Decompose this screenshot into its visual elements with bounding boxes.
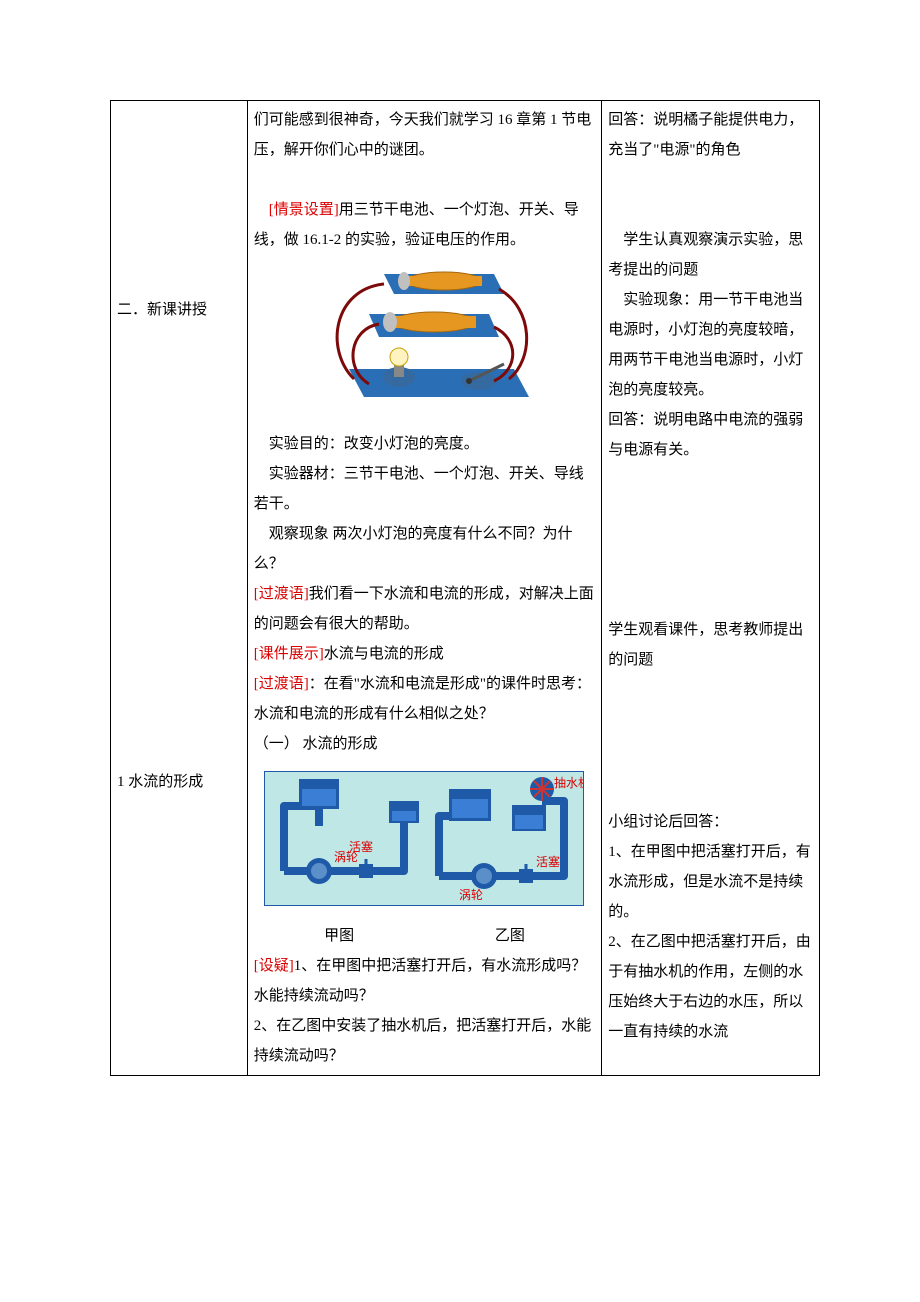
section-2-heading: 二．新课讲授 — [117, 295, 241, 325]
figure-captions: 甲图 乙图 — [254, 921, 596, 951]
intro-paragraph: 们可能感到很神奇，今天我们就学习 16 章第 1 节电压，解开你们心中的谜团。 — [254, 112, 592, 158]
trans1-label: [过渡语] — [254, 586, 309, 602]
caption-b: 乙图 — [424, 921, 595, 951]
circuit-figure — [254, 259, 596, 425]
ans2-label: 回答： — [608, 412, 653, 428]
group-label: 小组讨论后回答： — [608, 807, 813, 837]
col1-cell-2: 1 水流的形成 — [111, 763, 248, 1076]
exp-purpose-text: 改变小灯泡的亮度。 — [344, 436, 479, 452]
col3-cell-2: 小组讨论后回答： 1、在甲图中把活塞打开后，有水流形成，但是水流不是持续的。 2… — [602, 763, 820, 1076]
valve-label-a: 活塞 — [349, 839, 373, 854]
col1-cell-1: 二．新课讲授 — [111, 101, 248, 764]
water-section-label: 1 水流的形成 — [117, 767, 241, 797]
col2-cell-2: 涡轮 活塞 — [247, 763, 602, 1076]
watch-text: 学生观看课件，思考教师提出的问题 — [608, 615, 813, 675]
water-heading: （一） 水流的形成 — [254, 729, 596, 759]
transition-2: [过渡语]：在看"水流和电流是形成"的课件时思考：水流和电流的形成有什么相似之处… — [254, 669, 596, 729]
lesson-table: 二．新课讲授 们可能感到很神奇，今天我们就学习 16 章第 1 节电压，解开你们… — [110, 100, 820, 1076]
obs-phenom-label: 实验现象： — [623, 292, 698, 308]
water-figure: 涡轮 活塞 — [254, 771, 596, 917]
obs-phenom: 实验现象：用一节干电池当电源时，小灯泡的亮度较暗，用两节干电池当电源时，小灯泡的… — [608, 285, 813, 405]
exp-purpose-label: 实验目的： — [269, 436, 344, 452]
doubt-2: 2、在乙图中安装了抽水机后，把活塞打开后，水能持续流动吗？ — [254, 1011, 596, 1071]
page: 二．新课讲授 们可能感到很神奇，今天我们就学习 16 章第 1 节电压，解开你们… — [0, 0, 920, 1136]
water-svg: 涡轮 活塞 — [264, 771, 584, 906]
obs-intro: 学生认真观察演示实验，思考提出的问题 — [608, 225, 813, 285]
doubt-1: 1、在甲图中把活塞打开后，有水流形成吗？水能持续流动吗？ — [254, 958, 587, 1004]
table-row: 二．新课讲授 们可能感到很神奇，今天我们就学习 16 章第 1 节电压，解开你们… — [111, 101, 820, 764]
turbine-label-b: 涡轮 — [459, 888, 483, 902]
table-row: 1 水流的形成 — [111, 763, 820, 1076]
ans1-label: 回答： — [608, 112, 653, 128]
exp-equip: 实验器材：三节干电池、一个灯泡、开关、导线若干。 — [254, 459, 596, 519]
col2-cell-1: 们可能感到很神奇，今天我们就学习 16 章第 1 节电压，解开你们心中的谜团。 … — [247, 101, 602, 764]
answer-1: 回答：说明橘子能提供电力，充当了"电源"的角色 — [608, 105, 813, 165]
observe-label: 观察现象 — [269, 526, 329, 542]
doubt-block: [设疑]1、在甲图中把活塞打开后，有水流形成吗？水能持续流动吗？ — [254, 951, 596, 1011]
doubt-label: [设疑] — [254, 958, 294, 974]
circuit-svg — [294, 259, 554, 414]
transition-1: [过渡语]我们看一下水流和电流的形成，对解决上面的问题会有很大的帮助。 — [254, 579, 596, 639]
caption-a: 甲图 — [254, 921, 425, 951]
exp-purpose: 实验目的：改变小灯泡的亮度。 — [254, 429, 596, 459]
answer-2: 回答：说明电路中电流的强弱与电源有关。 — [608, 405, 813, 465]
col3-cell-1: 回答：说明橘子能提供电力，充当了"电源"的角色 学生认真观察演示实验，思考提出的… — [602, 101, 820, 764]
valve-label-b: 活塞 — [536, 854, 560, 869]
group-ans-2: 2、在乙图中把活塞打开后，由于有抽水机的作用，左侧的水压始终大于右边的水压，所以… — [608, 927, 813, 1047]
courseware-text: 水流与电流的形成 — [324, 646, 444, 662]
pump-label: 抽水机 — [554, 776, 584, 790]
exp-equip-label: 实验器材： — [269, 466, 344, 482]
scene-block: [情景设置]用三节干电池、一个灯泡、开关、导线，做 16.1-2 的实验，验证电… — [254, 195, 596, 255]
scene-label: [情景设置] — [269, 202, 339, 218]
observe: 观察现象 两次小灯泡的亮度有什么不同？为什么？ — [254, 519, 596, 579]
trans2-label: [过渡语] — [254, 676, 309, 692]
courseware: [课件展示]水流与电流的形成 — [254, 639, 596, 669]
group-ans-1: 1、在甲图中把活塞打开后，有水流形成，但是水流不是持续的。 — [608, 837, 813, 927]
courseware-label: [课件展示] — [254, 646, 324, 662]
